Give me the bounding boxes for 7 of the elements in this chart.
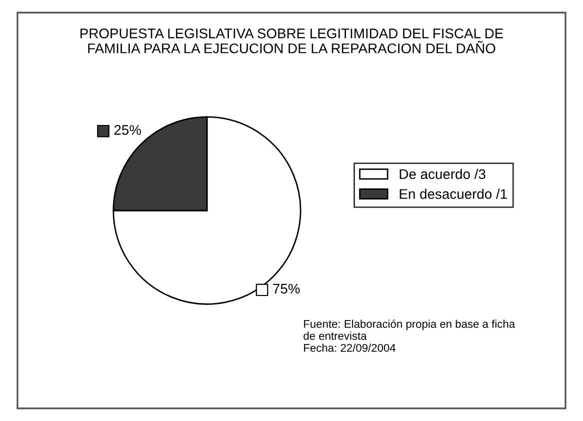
legend-label: De acuerdo /3 <box>400 168 486 180</box>
source-note: Fuente: Elaboración propia en base a ficha de entrevista Fecha: 22/09/2004 <box>304 320 516 352</box>
pie-slice <box>112 116 302 305</box>
legend-label: En desacuerdo /1 <box>400 188 507 199</box>
data-label: 75% <box>273 284 300 294</box>
chart-title: PROPUESTA LEGISLATIVA SOBRE LEGITIMIDAD DEL FISCAL DE FAMILIA PARA LA EJECUCION DE LA REPARACION DEL DAÑO <box>80 28 504 54</box>
data-label: 25% <box>114 125 141 135</box>
